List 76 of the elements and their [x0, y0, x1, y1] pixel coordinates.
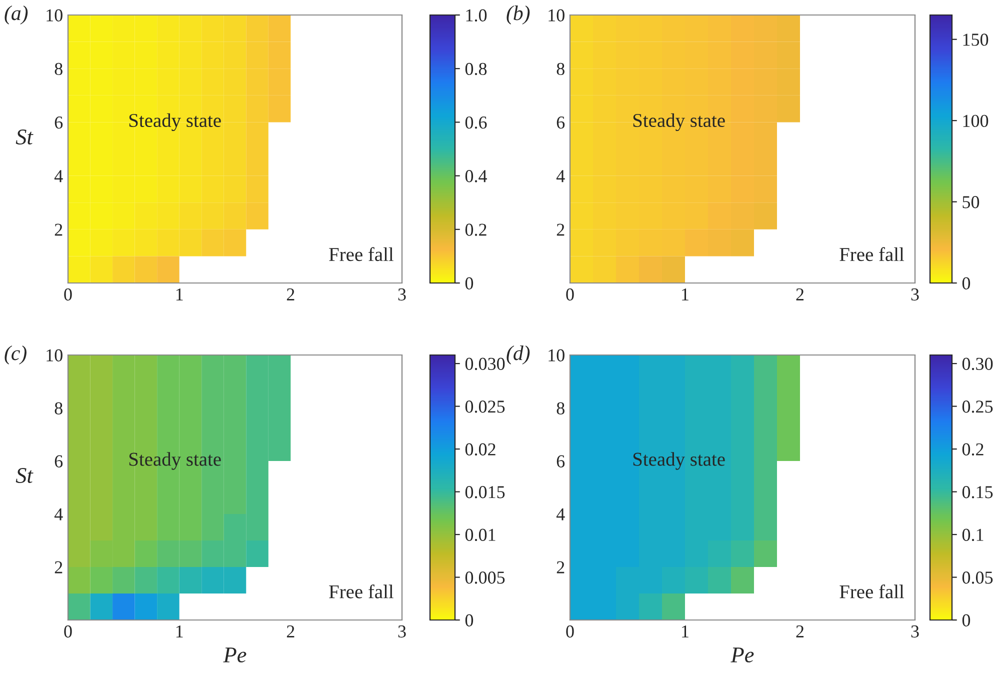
color-bar-label: 0.1: [962, 528, 984, 542]
y-tick-label: 2: [556, 224, 564, 236]
color-bar-label: 0.30: [962, 358, 993, 370]
y-tick-label: 2: [54, 224, 62, 236]
color-bar-label: 0.05: [962, 572, 993, 584]
color-bar-label: 150: [963, 34, 988, 46]
y-axis-title: St: [16, 130, 34, 144]
y-tick-label: 4: [556, 170, 565, 182]
y-tick-label: 6: [54, 455, 63, 468]
y-tick-label: 4: [556, 508, 565, 520]
color-bar-label: 100: [963, 114, 988, 128]
chart-title: (d): [506, 346, 530, 364]
color-bar-label: 0.15: [962, 486, 993, 498]
annotation: Steady state: [633, 452, 725, 470]
color-bar-label: 0: [962, 614, 970, 626]
x-tick-label: 2: [286, 288, 294, 300]
color-bar-label: 0.2: [465, 224, 486, 236]
color-bar-label: 0.02: [465, 443, 496, 456]
x-tick-label: 2: [796, 288, 804, 300]
x-tick-label: 3: [398, 625, 406, 638]
x-tick-label: 0: [566, 288, 574, 301]
color-bar-label: 0.005: [465, 572, 505, 584]
color-bar-label: 0.4: [465, 170, 488, 182]
y-tick-label: 2: [54, 561, 62, 574]
annotation: Free fall: [840, 584, 904, 598]
color-bar-label: 0.25: [962, 400, 993, 413]
x-tick-label: 3: [398, 288, 406, 301]
color-bar-label: 0.01: [465, 528, 496, 542]
x-axis-title: Pe: [223, 648, 246, 662]
y-tick-label: 10: [46, 9, 62, 22]
y-tick-label: 8: [556, 402, 564, 414]
y-tick-label: 8: [54, 402, 62, 414]
color-bar-label: 0: [465, 277, 474, 290]
color-bar-label: 0.030: [465, 358, 505, 370]
color-bar-label: 50: [962, 196, 980, 208]
annotation: Free fall: [840, 247, 904, 262]
annotation: Steady state: [129, 452, 221, 470]
color-bar-label: 0.6: [465, 116, 487, 129]
x-tick-label: 1: [176, 625, 183, 638]
y-axis-title: St: [16, 468, 34, 483]
x-tick-label: 2: [796, 625, 804, 638]
x-tick-label: 1: [176, 288, 183, 300]
y-tick-label: 8: [54, 62, 62, 76]
chart-title: (c): [4, 346, 26, 364]
y-tick-label: 10: [46, 349, 62, 362]
y-tick-label: 8: [556, 62, 564, 76]
color-bar-label: 0.8: [465, 62, 487, 76]
y-tick-label: 10: [548, 349, 564, 362]
y-tick-label: 6: [54, 116, 63, 129]
color-bar-label: 0.2: [962, 443, 984, 456]
annotation: Steady state: [129, 113, 221, 132]
x-tick-label: 0: [64, 625, 72, 638]
annotation: Steady state: [633, 113, 725, 132]
x-tick-label: 0: [566, 625, 574, 638]
color-bar-label: 0: [962, 277, 970, 290]
color-bar-label: 0.025: [465, 400, 505, 413]
color-bar-label: 0: [465, 614, 474, 626]
x-axis-title: Pe: [730, 648, 754, 662]
y-tick-label: 10: [548, 9, 564, 22]
chart-title: (a): [4, 6, 28, 24]
x-tick-label: 0: [64, 288, 72, 301]
x-tick-label: 1: [682, 625, 688, 638]
annotation: Free fall: [329, 247, 394, 262]
chart-title: (b): [506, 6, 530, 24]
x-tick-label: 3: [911, 288, 919, 301]
y-tick-label: 4: [54, 508, 63, 520]
x-tick-label: 3: [911, 625, 919, 638]
y-tick-label: 2: [556, 561, 564, 574]
x-tick-label: 2: [286, 625, 294, 638]
x-tick-label: 1: [682, 288, 688, 300]
color-bar-label: 0.015: [465, 486, 505, 498]
color-bar-label: 1.0: [466, 9, 487, 22]
y-tick-label: 6: [556, 116, 565, 129]
annotation: Free fall: [329, 584, 394, 598]
y-tick-label: 6: [556, 455, 565, 468]
y-tick-label: 4: [54, 170, 63, 182]
